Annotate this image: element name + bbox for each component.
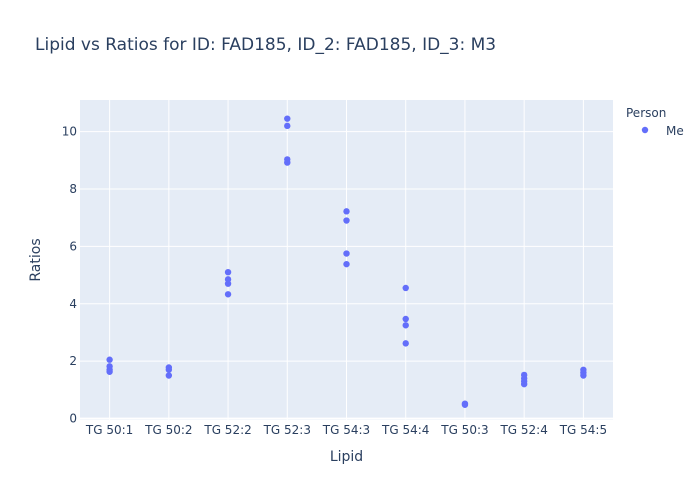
y-tick-label: 6 xyxy=(69,239,77,253)
legend-title: Person xyxy=(626,106,666,120)
y-axis-title: Ratios xyxy=(28,238,44,281)
x-tick-label: TG 50:3 xyxy=(440,423,488,437)
x-tick-label: TG 54:5 xyxy=(559,423,607,437)
data-point[interactable] xyxy=(343,250,350,257)
data-point[interactable] xyxy=(284,122,291,130)
x-tick-label: TG 54:4 xyxy=(381,423,429,437)
data-point[interactable] xyxy=(402,322,409,329)
legend[interactable]: Person Me xyxy=(626,106,684,138)
data-point[interactable] xyxy=(402,315,409,323)
data-point[interactable] xyxy=(106,356,113,363)
legend-marker xyxy=(641,126,649,134)
data-point[interactable] xyxy=(343,208,350,215)
y-tick-label: 0 xyxy=(69,412,77,426)
x-tick-label: TG 54:3 xyxy=(322,423,370,437)
x-axis-title: Lipid xyxy=(330,449,363,465)
chart-title: Lipid vs Ratios for ID: FAD185, ID_2: FA… xyxy=(35,35,496,55)
data-point[interactable] xyxy=(224,268,232,276)
x-tick-label: TG 52:2 xyxy=(203,423,251,437)
x-axis-ticks: TG 50:1 TG 50:2 TG 52:2 TG 52:3 TG 54:3 TG 54… xyxy=(85,423,607,437)
data-point[interactable] xyxy=(461,401,469,408)
data-point[interactable] xyxy=(106,368,113,375)
grid-lines xyxy=(80,100,613,420)
data-point[interactable] xyxy=(165,366,173,373)
data-point[interactable] xyxy=(224,291,232,298)
data-point[interactable] xyxy=(402,340,409,347)
y-tick-label: 8 xyxy=(69,182,77,196)
x-tick-label: TG 52:4 xyxy=(499,423,547,437)
data-point[interactable] xyxy=(343,260,350,268)
data-point[interactable] xyxy=(224,280,232,287)
legend-label: Me xyxy=(666,124,684,138)
y-tick-label: 10 xyxy=(62,125,77,139)
data-point[interactable] xyxy=(284,115,291,122)
data-point[interactable] xyxy=(165,372,173,379)
data-point[interactable] xyxy=(284,159,291,166)
y-tick-label: 2 xyxy=(69,354,77,368)
x-tick-label: TG 52:3 xyxy=(263,423,311,437)
data-points xyxy=(106,115,587,408)
x-tick-label: TG 50:1 xyxy=(85,423,133,437)
data-point[interactable] xyxy=(343,217,350,224)
data-point[interactable] xyxy=(402,284,409,292)
x-tick-label: TG 50:2 xyxy=(144,423,192,437)
data-point[interactable] xyxy=(520,380,528,388)
y-axis-ticks: 0 2 4 6 8 10 xyxy=(62,125,77,426)
y-tick-label: 4 xyxy=(69,297,77,311)
data-point[interactable] xyxy=(580,372,587,379)
